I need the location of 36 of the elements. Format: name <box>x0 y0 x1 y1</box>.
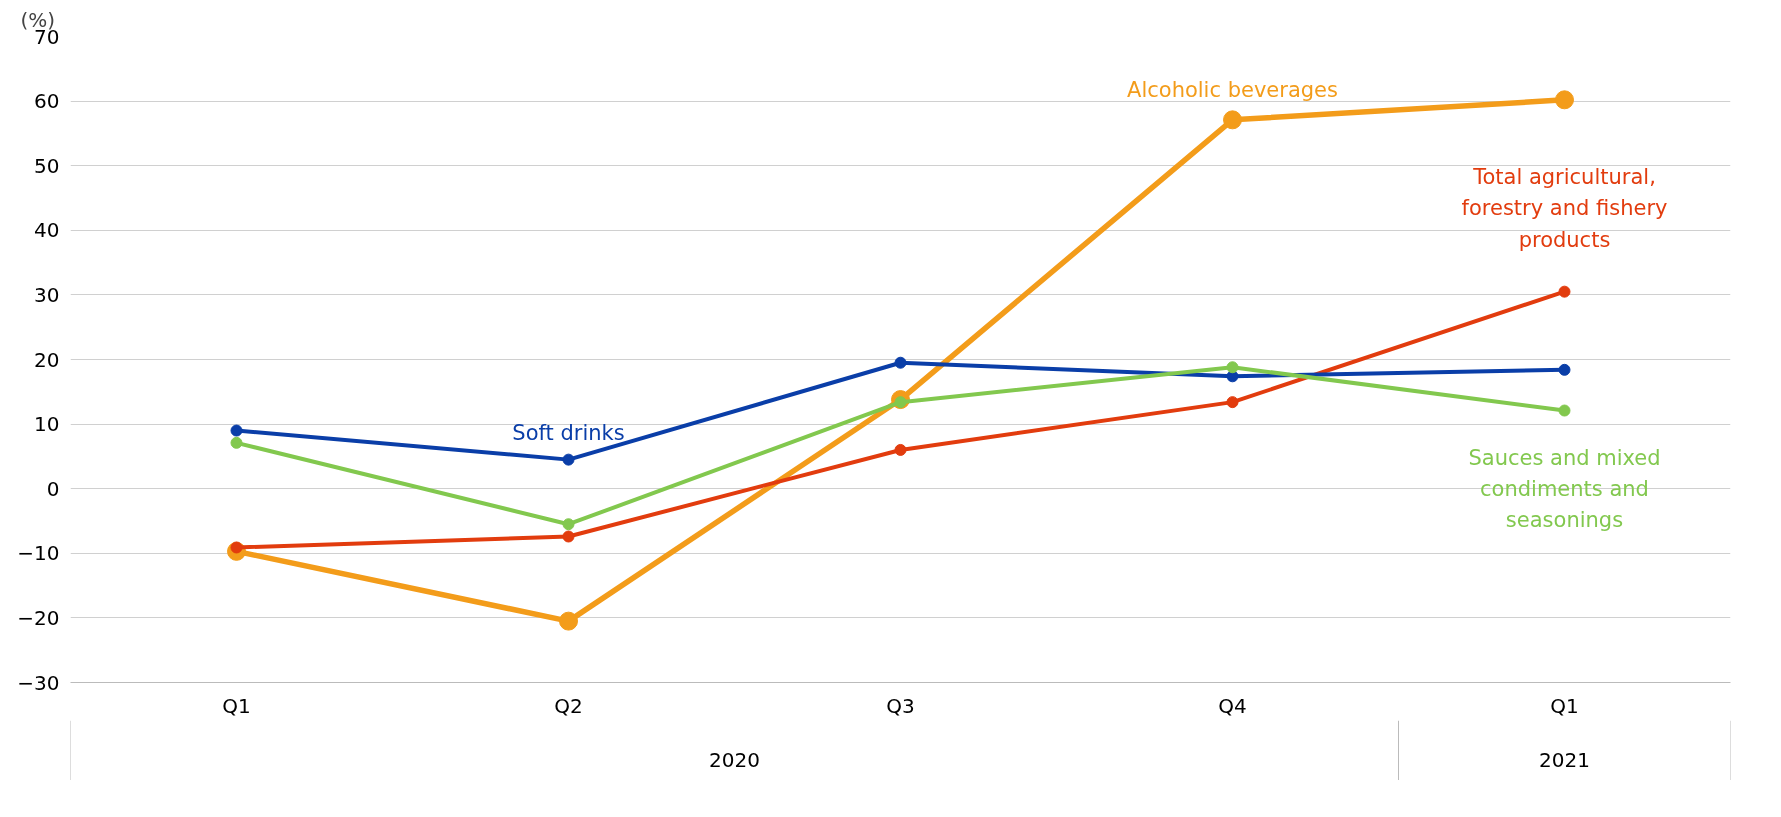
point <box>230 424 243 437</box>
point <box>562 453 575 466</box>
series-label: Soft drinks <box>512 420 625 445</box>
text: 2020 <box>709 747 760 772</box>
point <box>1555 90 1574 110</box>
point <box>562 530 575 543</box>
y-tick-label: −30 <box>17 670 60 695</box>
text: Total agricultural, forestry and fishery products <box>1461 165 1668 252</box>
y-tick-label: −20 <box>17 605 60 630</box>
point <box>230 436 243 449</box>
x-tick-label: Q3 <box>886 693 915 718</box>
point <box>1558 404 1571 417</box>
point <box>894 443 907 456</box>
y-tick-label: 10 <box>34 412 60 437</box>
x-tick-label: Q1 <box>1550 693 1579 718</box>
point <box>559 611 578 631</box>
y-tick-label: 20 <box>34 347 60 372</box>
point <box>894 356 907 369</box>
point <box>1558 285 1571 298</box>
x-tick-label: Q1 <box>222 693 251 718</box>
text: 2021 <box>1539 747 1590 772</box>
point <box>1558 363 1571 376</box>
y-tick-label: −10 <box>17 541 60 566</box>
y-tick-label: 50 <box>34 153 60 178</box>
y-tick-label: 40 <box>34 218 60 243</box>
y-tick-label: 0 <box>46 476 60 501</box>
point <box>1226 361 1239 374</box>
point <box>1226 396 1239 409</box>
point <box>562 518 575 531</box>
text: Sauces and mixed condiments and seasonings <box>1468 445 1661 532</box>
point <box>1223 110 1242 130</box>
x-tick-label: Q4 <box>1218 693 1247 718</box>
series-label: Alcoholic beverages <box>1127 77 1338 102</box>
y-tick-label: 30 <box>34 282 60 307</box>
x-tick-label: Q2 <box>554 693 583 718</box>
y-tick-label: 60 <box>34 89 60 114</box>
